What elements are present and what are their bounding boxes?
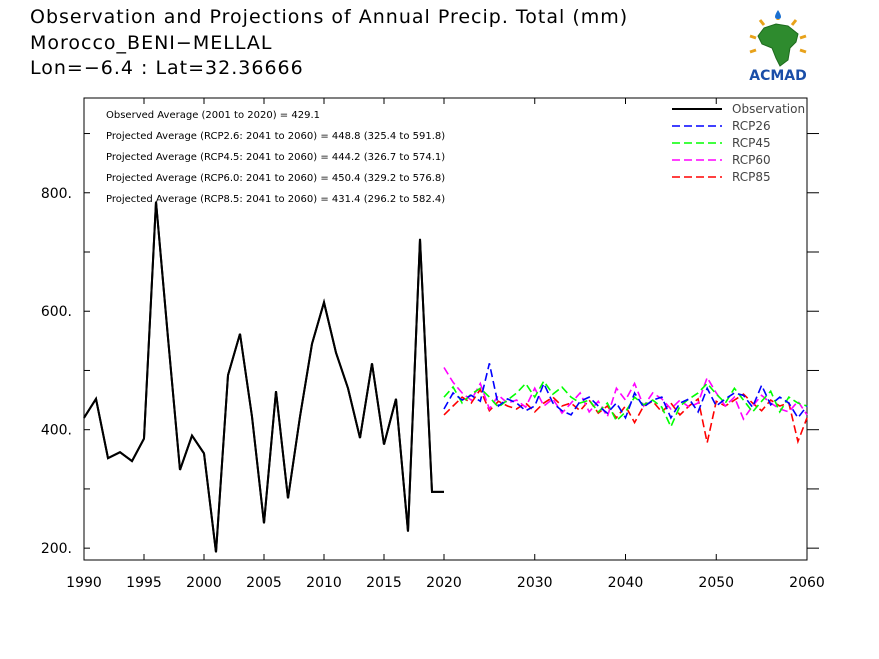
x-tick-label: 2030 — [517, 575, 553, 591]
legend-label: RCP26 — [732, 119, 771, 133]
x-tick-label: 2020 — [426, 575, 462, 591]
stat-annotation: Projected Average (RCP4.5: 2041 to 2060)… — [106, 152, 445, 163]
x-tick-label: 1995 — [126, 575, 162, 591]
x-tick-label: 2060 — [789, 575, 825, 591]
y-tick-label: 600. — [41, 304, 72, 320]
y-tick-label: 200. — [41, 541, 72, 557]
legend-label: Observation — [732, 102, 805, 116]
x-tick-label: 2010 — [306, 575, 342, 591]
stat-annotation: Observed Average (2001 to 2020) = 429.1 — [106, 110, 320, 121]
plot-frame — [83, 97, 808, 561]
series-line-observation — [83, 201, 444, 553]
stat-annotation: Projected Average (RCP8.5: 2041 to 2060)… — [106, 194, 445, 205]
coordinates-label: Lon=−6.4 : Lat=32.36666 — [30, 57, 304, 79]
series-line-rcp45 — [443, 379, 808, 429]
location-label: Morocco_BENI−MELLAL — [30, 32, 273, 54]
x-tick-label: 2040 — [608, 575, 644, 591]
series-line-observation-top — [83, 201, 444, 553]
y-tick-label: 800. — [41, 186, 72, 202]
y-tick-label: 400. — [41, 423, 72, 439]
series-line-rcp85 — [443, 387, 808, 445]
x-tick-label: 2015 — [366, 575, 402, 591]
africa-map-sun-logo: ACMAD — [738, 8, 818, 84]
chart-title: Observation and Projections of Annual Pr… — [30, 6, 629, 28]
x-tick-label: 1990 — [66, 575, 102, 591]
legend-label: RCP85 — [732, 170, 771, 184]
series-line-rcp60 — [443, 367, 808, 421]
stat-annotation: Projected Average (RCP2.6: 2041 to 2060)… — [106, 131, 445, 142]
logo-text: ACMAD — [749, 68, 807, 84]
x-tick-label: 2000 — [186, 575, 222, 591]
x-tick-label: 2005 — [246, 575, 282, 591]
series-line-rcp26 — [443, 363, 808, 420]
legend-label: RCP60 — [732, 153, 771, 167]
legend-label: RCP45 — [732, 136, 771, 150]
stat-annotation: Projected Average (RCP6.0: 2041 to 2060)… — [106, 173, 445, 184]
x-tick-label: 2050 — [698, 575, 734, 591]
acmad-logo-graphic: ACMAD — [749, 10, 807, 84]
